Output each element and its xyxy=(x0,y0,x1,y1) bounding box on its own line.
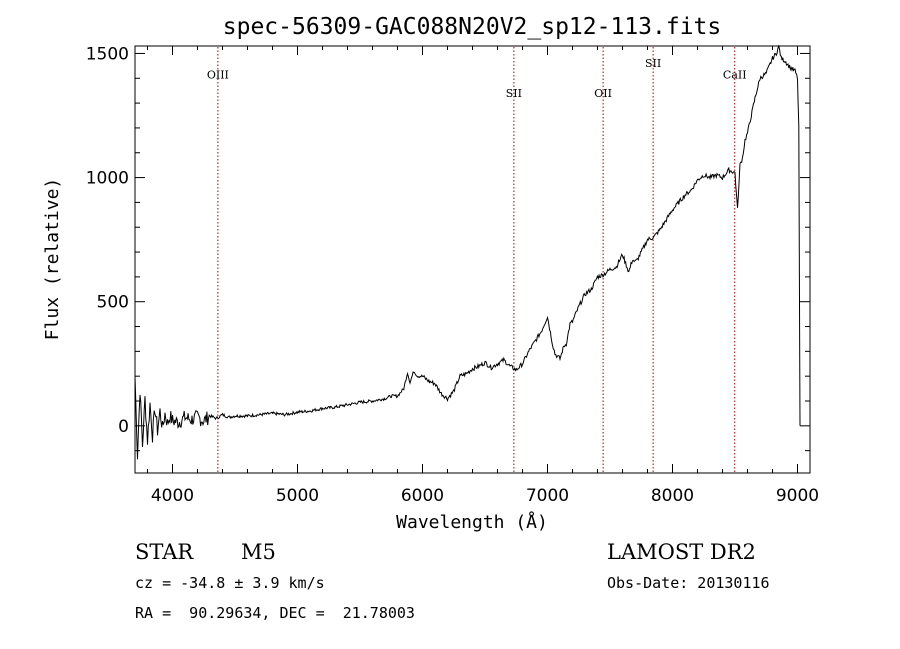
line-label-1: SII xyxy=(506,87,522,100)
spectral-line-markers: OIII SII OII SII CaII xyxy=(207,47,747,472)
x-tick-label: 6000 xyxy=(401,486,444,506)
line-label-4: CaII xyxy=(723,68,747,81)
x-axis-label: Wavelength (Å) xyxy=(396,511,548,533)
x-tick-label: 9000 xyxy=(776,486,819,506)
survey-name: LAMOST DR2 xyxy=(607,540,756,564)
y-axis-label: Flux (relative) xyxy=(42,178,63,341)
x-tick-label: 5000 xyxy=(276,486,319,506)
x-tick-label: 4000 xyxy=(151,486,194,506)
y-tick-label: 1500 xyxy=(86,44,129,64)
line-label-3: SII xyxy=(645,57,661,70)
axis-ticks: 4000 5000 6000 7000 8000 9000 0 500 1000 1500 xyxy=(86,44,819,506)
y-tick-label: 0 xyxy=(118,417,129,437)
object-class: STAR xyxy=(135,540,194,564)
y-tick-label: 500 xyxy=(97,293,129,313)
ra-dec: RA = 90.29634, DEC = 21.78003 xyxy=(135,604,415,622)
redshift-cz: cz = -34.8 ± 3.9 km/s xyxy=(135,574,325,592)
spectrum-line xyxy=(134,44,801,460)
x-tick-label: 8000 xyxy=(651,486,694,506)
line-label-0: OIII xyxy=(207,68,229,81)
observation-date: Obs-Date: 20130116 xyxy=(607,574,770,592)
chart-title: spec-56309-GAC088N20V2_sp12-113.fits xyxy=(223,14,722,40)
y-tick-label: 1000 xyxy=(86,169,129,189)
plot-frame xyxy=(134,45,811,474)
x-tick-label: 7000 xyxy=(526,486,569,506)
object-subclass: M5 xyxy=(241,540,276,564)
line-label-2: OII xyxy=(594,87,612,100)
